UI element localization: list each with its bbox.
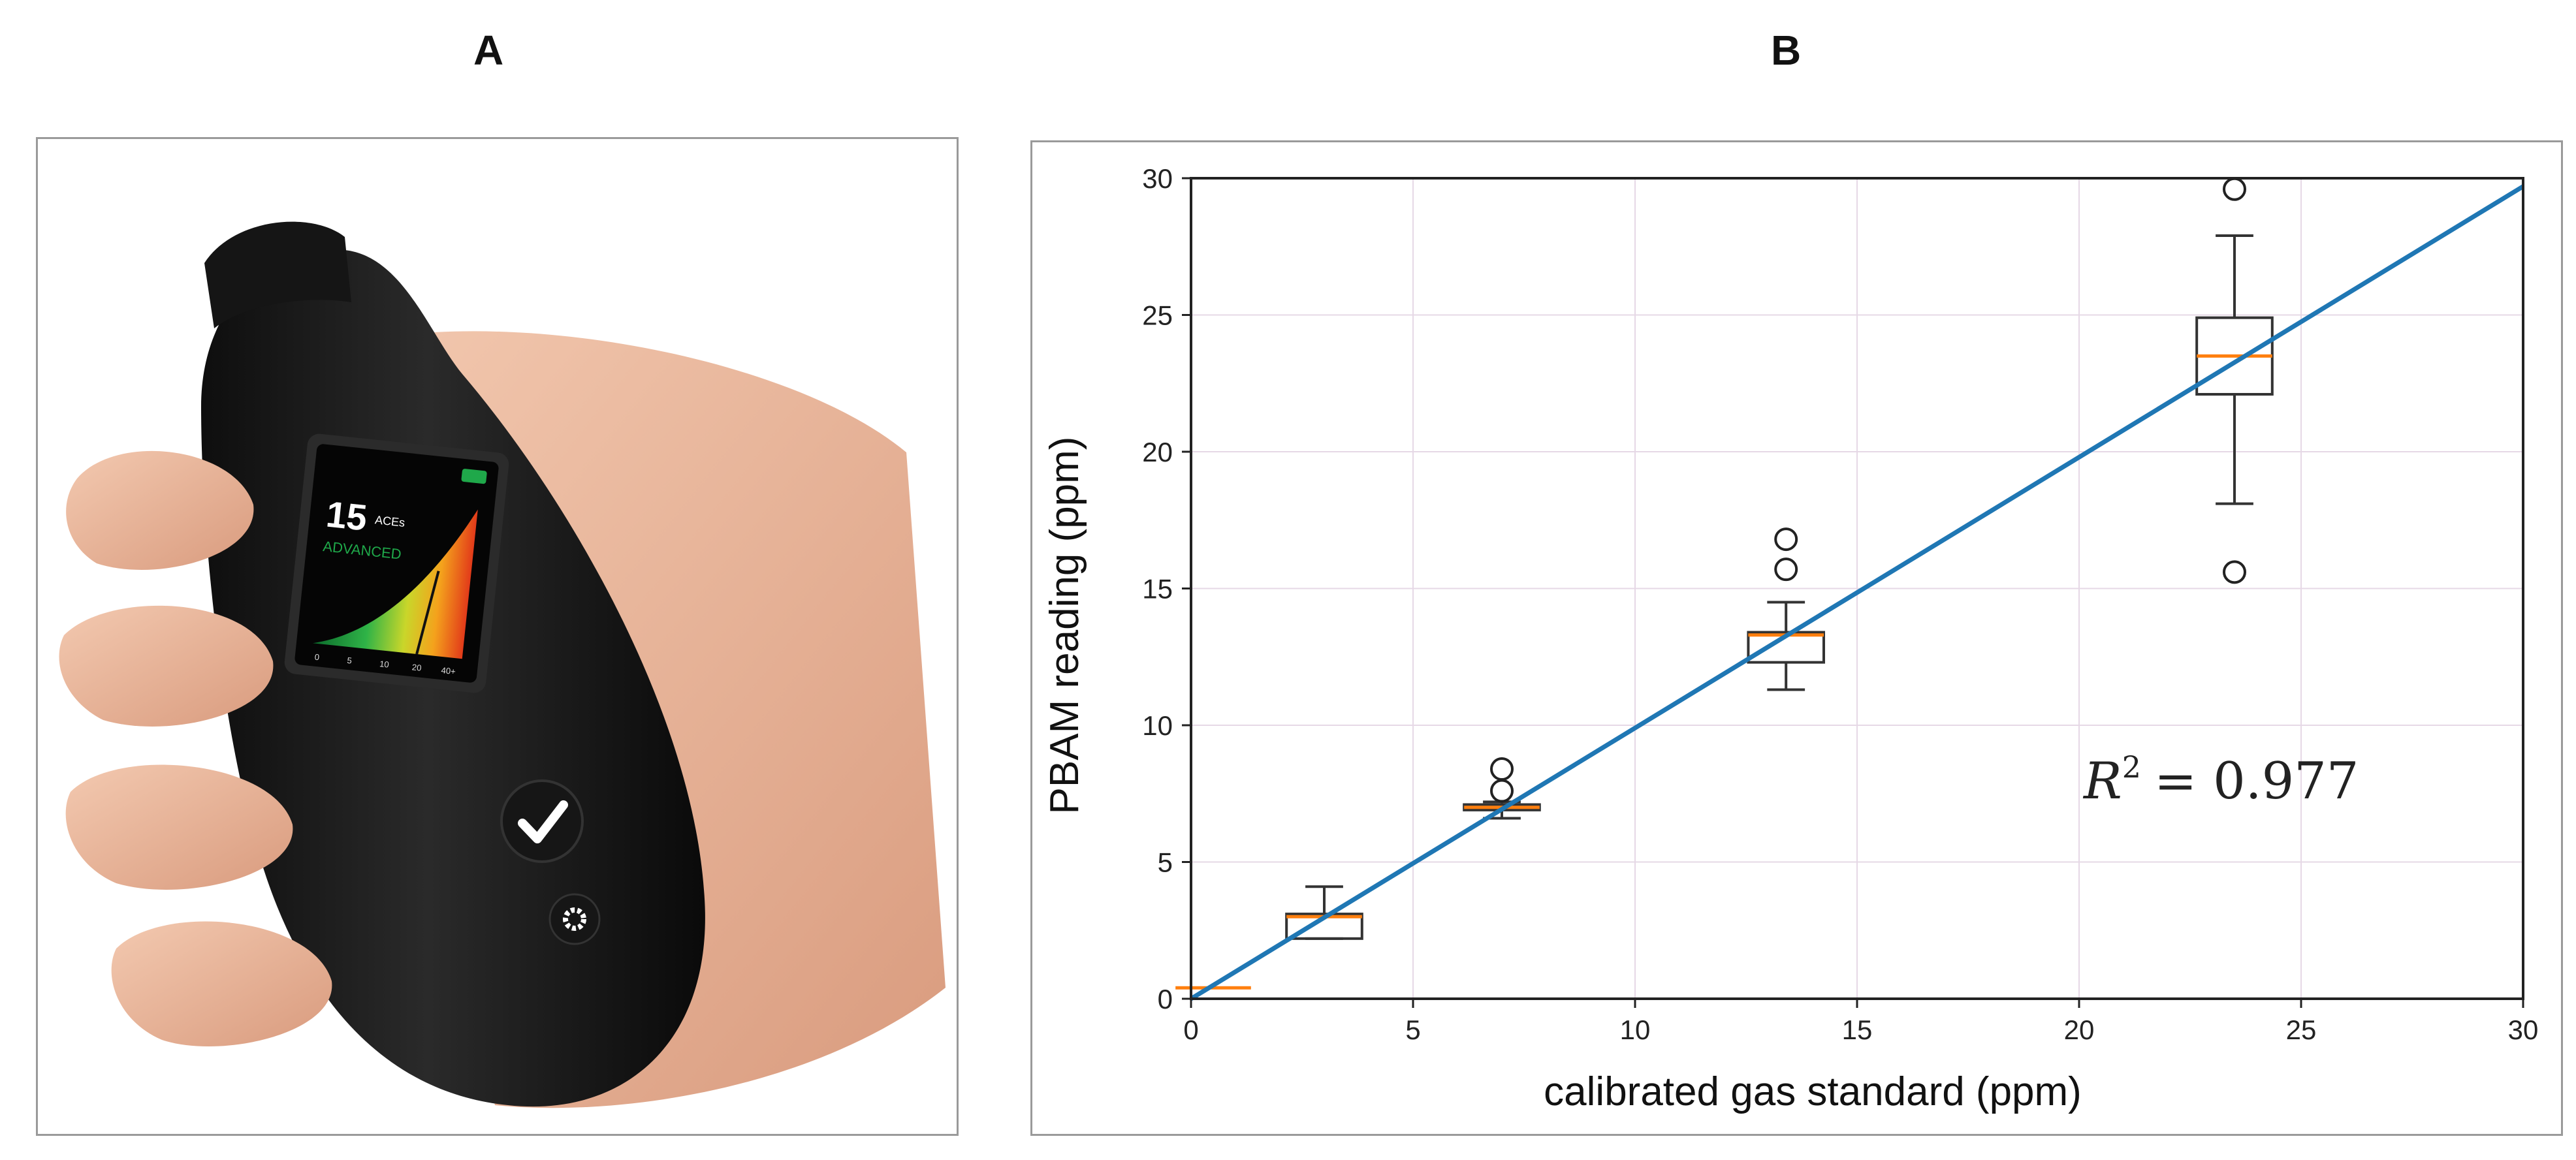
y-tick-label: 15 [1142, 574, 1173, 604]
screen-unit: ACEs [374, 513, 405, 529]
y-tick-label: 20 [1142, 437, 1173, 467]
outlier-point [1490, 757, 1514, 781]
finger-shape [66, 450, 254, 570]
check-icon [518, 800, 568, 843]
chart-frame: 0 5 10 15 20 25 30 0 5 10 15 20 25 30 PBAM reading (p… [1030, 140, 2563, 1136]
outlier-point [1774, 557, 1798, 582]
device-photo: 15 ACEs ADVANCED 0 5 10 20 40+ [59, 221, 946, 1108]
panel-label-a: A [473, 27, 504, 74]
finger-shape [65, 764, 293, 890]
settings-button[interactable] [549, 893, 601, 945]
y-tick-label: 25 [1142, 300, 1173, 331]
scale-tick: 10 [379, 659, 390, 669]
y-tick-label: 5 [1158, 847, 1173, 878]
fit-series [1190, 184, 2524, 1001]
scale-tick: 5 [347, 655, 353, 666]
box-plot-chart: 0 5 10 15 20 25 30 0 5 10 15 20 25 30 PBAM reading (p… [1042, 163, 2538, 1114]
box-plot-item [2195, 177, 2274, 584]
gear-icon [563, 907, 586, 931]
device-photo-frame: 15 ACEs ADVANCED 0 5 10 20 40+ [36, 137, 959, 1136]
box-iqr [1747, 631, 1826, 664]
r-squared-annotation: R2 = 0.977 [2082, 749, 2359, 811]
y-tick-label: 10 [1142, 710, 1173, 741]
x-tick-label: 0 [1183, 1014, 1198, 1045]
y-axis-label: PBAM reading (ppm) [1042, 437, 1087, 815]
box-plot-item [1285, 885, 1363, 940]
axes: 0 5 10 15 20 25 30 0 5 10 15 20 25 30 [1142, 163, 2538, 1045]
outlier-point [2223, 177, 2246, 201]
finger-shape [59, 605, 274, 727]
check-button[interactable] [500, 779, 584, 863]
battery-icon [461, 469, 487, 484]
x-tick-label: 5 [1405, 1014, 1420, 1045]
y-tick-label: 0 [1158, 984, 1173, 1014]
x-tick-label: 20 [2064, 1014, 2095, 1045]
box-series [1175, 177, 2274, 990]
device-screen: 15 ACEs ADVANCED 0 5 10 20 40+ [284, 433, 509, 693]
fit-line [1190, 184, 2524, 1001]
outlier-point [1774, 527, 1798, 552]
x-axis-label: calibrated gas standard (ppm) [1544, 1069, 2082, 1114]
outlier-point [1490, 779, 1514, 803]
outlier-point [2223, 560, 2246, 584]
scale-tick: 20 [411, 662, 422, 672]
x-tick-label: 30 [2508, 1014, 2539, 1045]
box-plot-item [1747, 527, 1826, 691]
panel-label-b: B [1771, 27, 1802, 74]
x-tick-label: 15 [1842, 1014, 1873, 1045]
finger-shape [111, 921, 332, 1046]
box-iqr [1285, 913, 1363, 940]
y-tick-label: 30 [1142, 163, 1173, 194]
scale-tick: 0 [314, 652, 320, 663]
heat-curve [313, 509, 478, 659]
x-tick-label: 10 [1620, 1014, 1651, 1045]
r-squared-value: 0.977 [2213, 752, 2359, 811]
device-nozzle [204, 221, 351, 328]
scale-tick: 40+ [441, 665, 456, 676]
x-tick-label: 25 [2286, 1014, 2317, 1045]
screen-value: 15 [325, 494, 370, 539]
